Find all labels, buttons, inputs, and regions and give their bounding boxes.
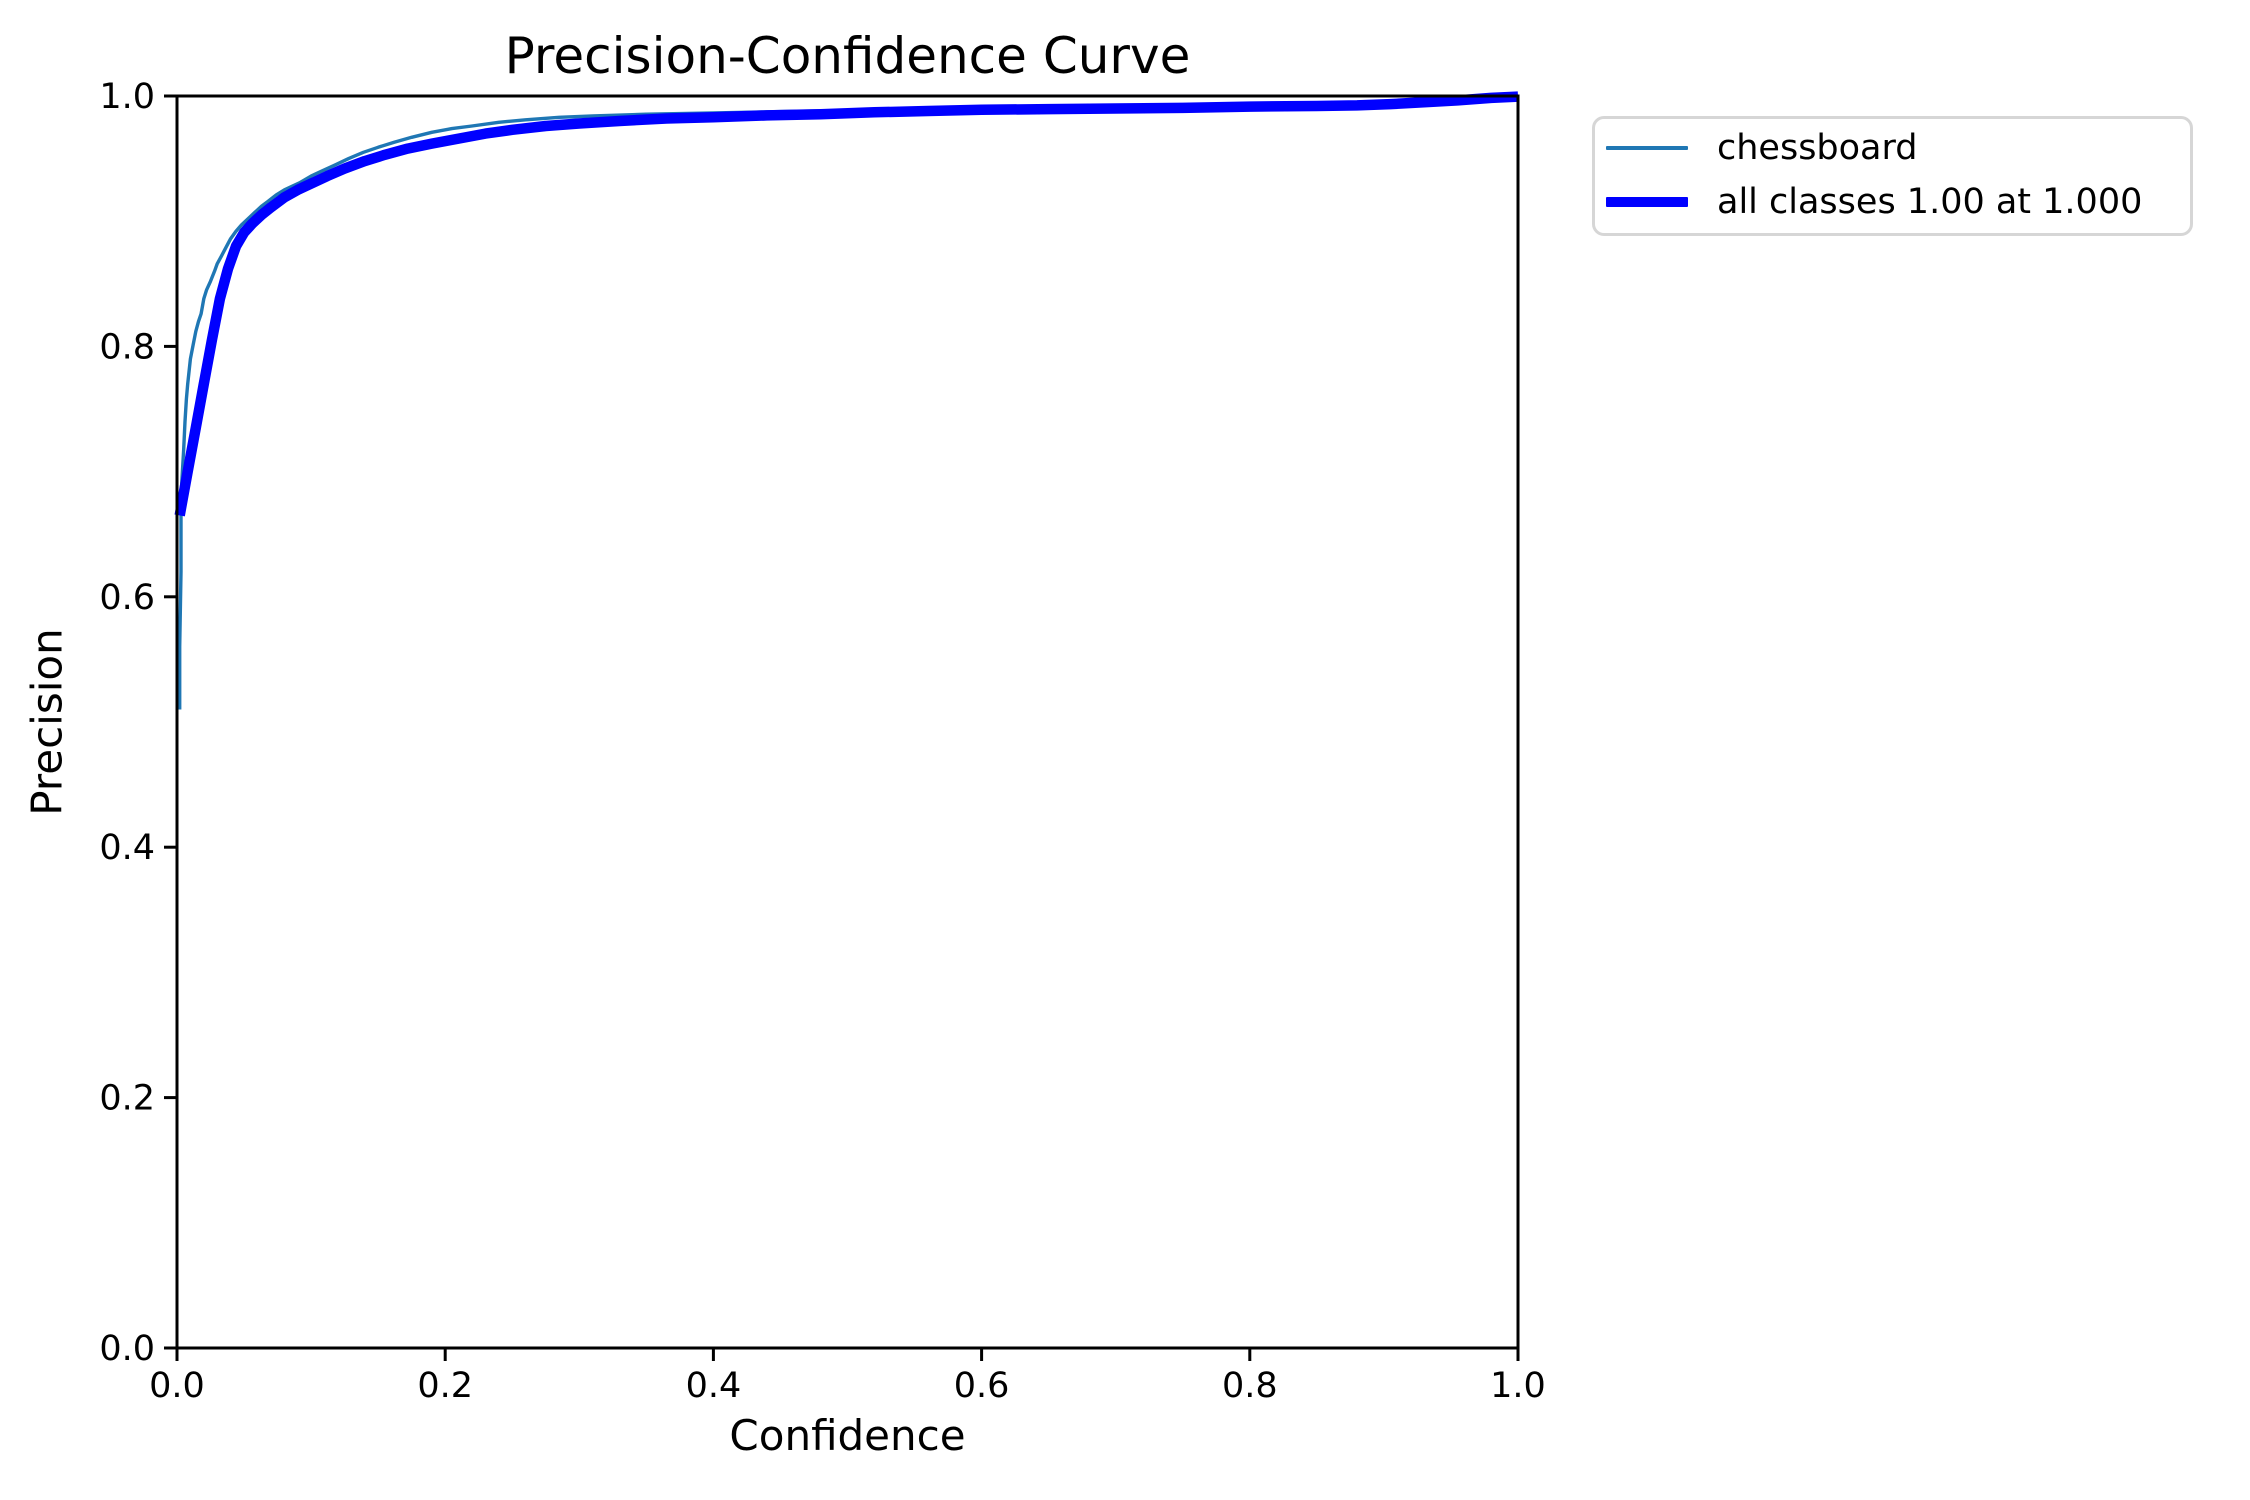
legend-item-all-classes: all classes 1.00 at 1.000 xyxy=(1606,175,2190,229)
x-axis-label: Confidence xyxy=(729,1411,966,1460)
series-line-all-classes xyxy=(174,91,1519,517)
legend-label-chessboard: chessboard xyxy=(1717,127,1918,168)
legend-label-all-classes: all classes 1.00 at 1.000 xyxy=(1717,181,2143,222)
y-tick-label: 0.6 xyxy=(99,578,155,618)
y-tick-label: 0.4 xyxy=(99,828,155,868)
x-tick-label: 0.0 xyxy=(149,1366,205,1406)
legend-line-sample-chessboard xyxy=(1606,146,1688,150)
y-axis-label-container: Precision xyxy=(6,522,90,922)
legend-item-chessboard: chessboard xyxy=(1606,121,2190,175)
x-tick-label: 1.0 xyxy=(1490,1366,1546,1406)
x-tick-label: 0.2 xyxy=(417,1366,473,1406)
y-tick-label: 0.2 xyxy=(99,1079,155,1119)
legend: chessboard all classes 1.00 at 1.000 xyxy=(1592,116,2193,236)
x-tick-label: 0.8 xyxy=(1222,1366,1278,1406)
x-tick-label: 0.6 xyxy=(954,1366,1010,1406)
chart-title: Precision-Confidence Curve xyxy=(504,27,1191,85)
legend-line-sample-all-classes xyxy=(1606,197,1688,207)
y-tick-label: 1.0 xyxy=(99,77,155,117)
plot-border xyxy=(175,94,1520,1350)
x-tick-label: 0.4 xyxy=(686,1366,742,1406)
y-tick-label: 0.8 xyxy=(99,327,155,367)
y-axis-label: Precision xyxy=(23,628,72,816)
series-line-chessboard xyxy=(177,94,1519,710)
y-tick-label: 0.0 xyxy=(99,1329,155,1369)
